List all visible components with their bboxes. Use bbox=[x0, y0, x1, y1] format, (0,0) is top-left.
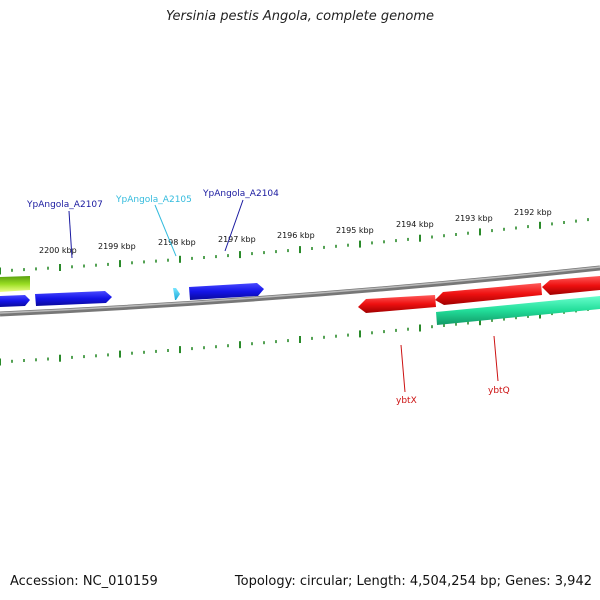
gene-arrow[interactable] bbox=[435, 283, 542, 305]
gene-label[interactable]: YpAngola_A2107 bbox=[26, 200, 103, 210]
gene-arrow[interactable] bbox=[542, 276, 600, 295]
genome-backbone-highlight bbox=[0, 266, 600, 314]
outer-tick-ring bbox=[0, 218, 589, 275]
leader-line bbox=[400, 344, 406, 393]
forward-genes bbox=[0, 276, 264, 307]
gene-arrow[interactable] bbox=[0, 295, 30, 307]
inner-tick-ring bbox=[0, 307, 589, 366]
accession-text: Accession: NC_010159 bbox=[10, 574, 158, 589]
gene-label[interactable]: ybtQ bbox=[488, 386, 510, 396]
leader-line bbox=[224, 199, 244, 252]
gene-label[interactable]: YpAngola_A2105 bbox=[115, 195, 192, 205]
scale-label: 2199 kbp bbox=[98, 242, 136, 251]
genome-backbone bbox=[0, 265, 600, 317]
scale-label: 2200 kbp bbox=[39, 246, 77, 255]
scale-labels: 2200 kbp 2199 kbp 2198 kbp 2197 kbp 2196… bbox=[39, 208, 552, 255]
gene-label[interactable]: YpAngola_A2104 bbox=[202, 189, 279, 199]
genome-stats-text: Topology: circular; Length: 4,504,254 bp… bbox=[234, 574, 592, 589]
leader-line bbox=[493, 335, 499, 382]
gene-arrow[interactable] bbox=[358, 295, 436, 313]
reverse-genes bbox=[358, 276, 600, 325]
scale-label: 2198 kbp bbox=[158, 238, 196, 247]
gene-arrow[interactable] bbox=[0, 276, 30, 292]
scale-label: 2193 kbp bbox=[455, 214, 493, 223]
gene-arrow[interactable] bbox=[35, 291, 112, 306]
genome-title: Yersinia pestis Angola, complete genome bbox=[166, 9, 434, 24]
gene-arrow[interactable] bbox=[189, 283, 264, 300]
gene-labels: YpAngola_A2107 YpAngola_A2105 YpAngola_A… bbox=[26, 189, 510, 406]
scale-label: 2192 kbp bbox=[514, 208, 552, 217]
gene-label[interactable]: ybtX bbox=[396, 396, 417, 406]
scale-label: 2196 kbp bbox=[277, 231, 315, 240]
label-leaders bbox=[68, 199, 499, 393]
scale-label: 2197 kbp bbox=[218, 235, 256, 244]
leader-line bbox=[154, 204, 177, 257]
scale-label: 2194 kbp bbox=[396, 220, 434, 229]
scale-label: 2195 kbp bbox=[336, 226, 374, 235]
gene-arrow[interactable] bbox=[436, 296, 600, 325]
leader-line bbox=[68, 210, 73, 259]
gene-arrow[interactable] bbox=[173, 288, 180, 300]
